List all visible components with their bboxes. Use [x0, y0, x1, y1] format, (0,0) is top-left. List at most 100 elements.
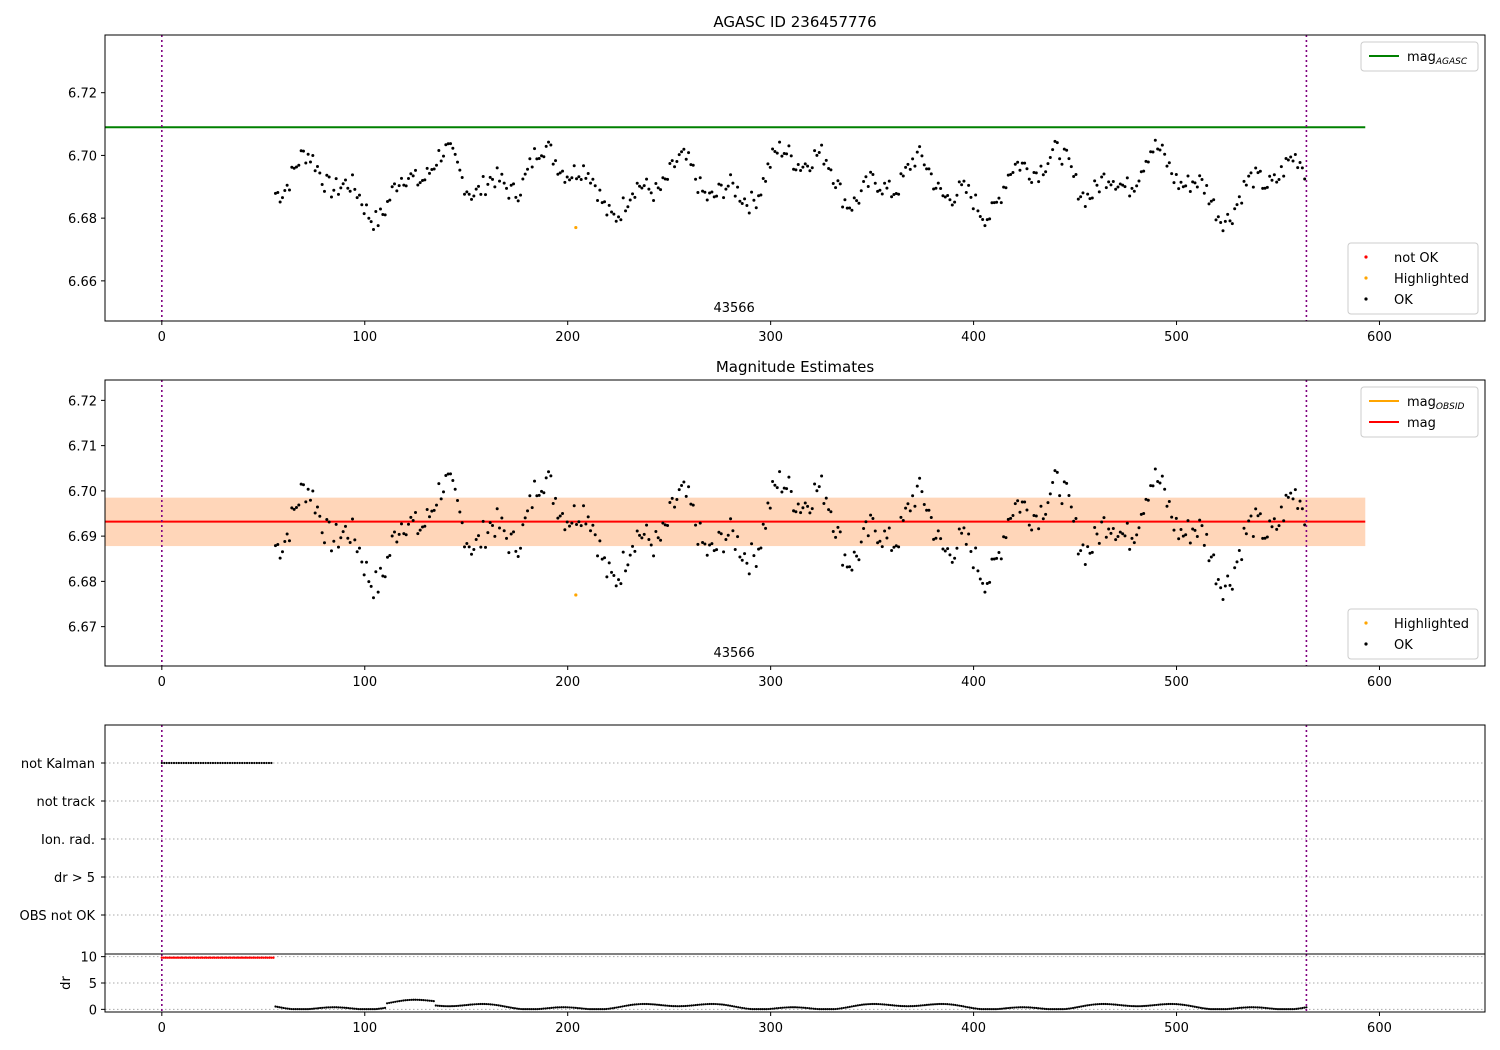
dr-point	[584, 1007, 588, 1010]
ok-point	[1139, 512, 1143, 516]
dr-point	[536, 1008, 539, 1011]
ok-point	[682, 147, 686, 151]
dr-point	[641, 1002, 644, 1006]
dr-point	[802, 1006, 805, 1009]
ok-point	[542, 491, 546, 495]
dr-point	[298, 1008, 301, 1011]
ok-point	[320, 182, 324, 186]
dr-point	[505, 1005, 508, 1008]
ok-point	[582, 504, 586, 508]
dr-point	[473, 1003, 476, 1006]
ok-point	[941, 547, 945, 551]
y-tick-label: 6.68	[68, 575, 97, 590]
dr-point	[818, 1008, 821, 1011]
ok-point	[740, 558, 744, 562]
ok-point	[1235, 203, 1239, 207]
dr-point	[1098, 1002, 1101, 1006]
ok-point	[1079, 195, 1083, 199]
ok-point	[369, 584, 373, 588]
ok-point	[1261, 536, 1265, 540]
ok-point	[985, 218, 989, 222]
ok-point	[752, 198, 756, 202]
ok-point	[290, 165, 294, 169]
ok-point	[822, 501, 826, 505]
dr-point	[655, 1003, 659, 1006]
dr-point	[457, 1004, 460, 1007]
dr-flag-point	[201, 956, 204, 959]
ok-point	[880, 192, 884, 196]
dr-point	[385, 1002, 389, 1005]
ok-point	[1212, 198, 1216, 202]
dr-point	[743, 1007, 746, 1010]
ok-point	[357, 546, 361, 550]
flag-point	[253, 761, 256, 765]
ok-point	[792, 509, 796, 513]
dr-flag-point	[195, 956, 198, 959]
ok-point	[385, 555, 389, 559]
dr-point	[1039, 1007, 1042, 1010]
ok-point	[1181, 185, 1185, 189]
dr-point	[521, 1008, 525, 1011]
dr-point	[1211, 1008, 1215, 1011]
dr-point	[503, 1005, 506, 1008]
ok-point	[848, 565, 852, 569]
ok-point	[717, 530, 721, 534]
ok-point	[1107, 527, 1111, 531]
ok-point	[876, 541, 880, 545]
ok-point	[715, 194, 719, 198]
ok-point	[967, 532, 971, 536]
ok-point	[563, 528, 567, 532]
dr-point	[871, 1002, 874, 1006]
dr-point	[1203, 1007, 1207, 1010]
dr-point	[1272, 1007, 1276, 1010]
ok-point	[852, 196, 856, 200]
dr-point	[619, 1005, 622, 1008]
dr-flag-point	[164, 956, 168, 959]
ok-point	[1076, 552, 1080, 556]
ok-point	[645, 177, 649, 181]
ok-point	[390, 185, 394, 189]
dr-point	[651, 1003, 655, 1006]
ok-point	[1160, 143, 1164, 147]
dr-point	[1082, 1005, 1085, 1008]
ok-point	[318, 514, 322, 518]
ok-point	[395, 540, 399, 544]
ok-point	[1293, 488, 1297, 492]
dr-point	[463, 1004, 466, 1007]
dr-point	[954, 1003, 957, 1007]
dr-point	[1301, 1006, 1304, 1010]
x-tick-label: 300	[758, 330, 783, 345]
ok-point	[1198, 518, 1202, 522]
dr-point	[1295, 1007, 1298, 1010]
ok-point	[904, 506, 908, 510]
flag-point	[265, 761, 268, 765]
ok-point	[943, 195, 947, 199]
ok-point	[484, 193, 488, 197]
dr-point	[550, 1006, 553, 1009]
dr-point	[1197, 1006, 1200, 1009]
ok-point	[955, 193, 959, 197]
ok-point	[1265, 185, 1269, 189]
ok-point	[311, 153, 315, 157]
ok-point	[752, 554, 756, 558]
dr-point	[933, 1003, 937, 1006]
ok-point	[878, 188, 882, 192]
dr-point	[1069, 1007, 1073, 1010]
ok-point	[820, 474, 824, 478]
dr-flag-point	[162, 956, 166, 959]
y-tick-label: 0	[89, 1003, 97, 1018]
ok-point	[873, 181, 877, 185]
ok-point	[521, 177, 525, 181]
ok-point	[1233, 207, 1237, 211]
ok-point	[1121, 183, 1125, 187]
ok-point	[334, 522, 338, 526]
ok-point	[995, 200, 999, 204]
ok-point	[1118, 182, 1122, 186]
ok-point	[731, 529, 735, 533]
ok-point	[584, 176, 588, 180]
dr-flag-point	[180, 956, 184, 959]
ok-point	[1046, 501, 1050, 505]
ok-point	[950, 560, 954, 564]
